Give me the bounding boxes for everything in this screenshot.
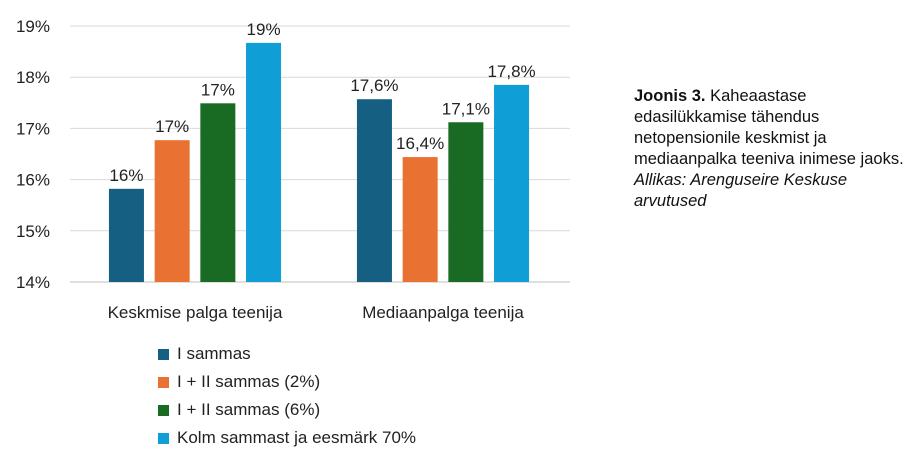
data-label: 17% xyxy=(155,117,189,136)
legend-swatch xyxy=(158,432,169,444)
bar xyxy=(200,103,236,282)
y-tick-label: 16% xyxy=(16,171,50,190)
figure-caption: Joonis 3. Kaheaastase edasilükkamise täh… xyxy=(634,86,904,212)
data-label: 16% xyxy=(109,166,143,185)
legend-item: I sammas xyxy=(158,340,416,368)
legend-label: I sammas xyxy=(177,344,251,363)
legend-item: I + II sammas (2%) xyxy=(158,368,416,396)
data-label: 19% xyxy=(247,20,281,39)
y-tick-label: 18% xyxy=(16,68,50,87)
y-tick-label: 14% xyxy=(16,273,50,292)
legend-item: Kolm sammast ja eesmärk 70% xyxy=(158,424,416,452)
legend-label: I + II sammas (6%) xyxy=(177,400,321,419)
y-axis-tick-labels: 14% 15% 16% 17% 18% 19% xyxy=(16,17,50,292)
legend-swatch xyxy=(158,404,169,416)
y-tick-label: 17% xyxy=(16,119,50,138)
legend: I sammas I + II sammas (2%) I + II samma… xyxy=(158,340,416,452)
bar xyxy=(108,188,144,282)
bar xyxy=(494,84,530,282)
bars xyxy=(108,42,530,283)
data-label: 17% xyxy=(201,80,235,99)
bar xyxy=(402,157,438,282)
legend-swatch xyxy=(158,376,169,388)
data-label: 17,6% xyxy=(350,76,398,95)
x-tick-label: Keskmise palga teenija xyxy=(108,303,283,322)
legend-label: I + II sammas (2%) xyxy=(177,372,321,391)
legend-label: Kolm sammast ja eesmärk 70% xyxy=(177,428,417,447)
y-tick-label: 15% xyxy=(16,222,50,241)
figure-source: Allikas: Arenguseire Keskuse arvutused xyxy=(634,171,848,210)
bar-chart: 14% 15% 16% 17% 18% 19% 16% 17% 17% 19% 17,6% 16,4… xyxy=(16,17,570,322)
data-labels: 16% 17% 17% 19% 17,6% 16,4% 17,1% 17,8% xyxy=(109,20,535,185)
data-label: 17,1% xyxy=(442,99,490,118)
figure-caption-text: Kaheaastase edasilükkamise tähendus neto… xyxy=(634,87,904,168)
data-label: 17,8% xyxy=(487,62,535,81)
bar xyxy=(154,140,190,282)
gridlines xyxy=(70,25,570,283)
bar xyxy=(246,42,282,283)
figure-label: Joonis 3. xyxy=(634,87,706,105)
legend-swatch xyxy=(158,348,169,360)
bar xyxy=(448,122,484,282)
legend-item: I + II sammas (6%) xyxy=(158,396,416,424)
bar xyxy=(356,99,392,282)
x-axis-category-labels: Keskmise palga teenija Mediaanpalga teeni… xyxy=(108,303,525,322)
y-tick-label: 19% xyxy=(16,17,50,36)
x-tick-label: Mediaanpalga teenija xyxy=(362,303,524,322)
data-label: 16,4% xyxy=(396,134,444,153)
